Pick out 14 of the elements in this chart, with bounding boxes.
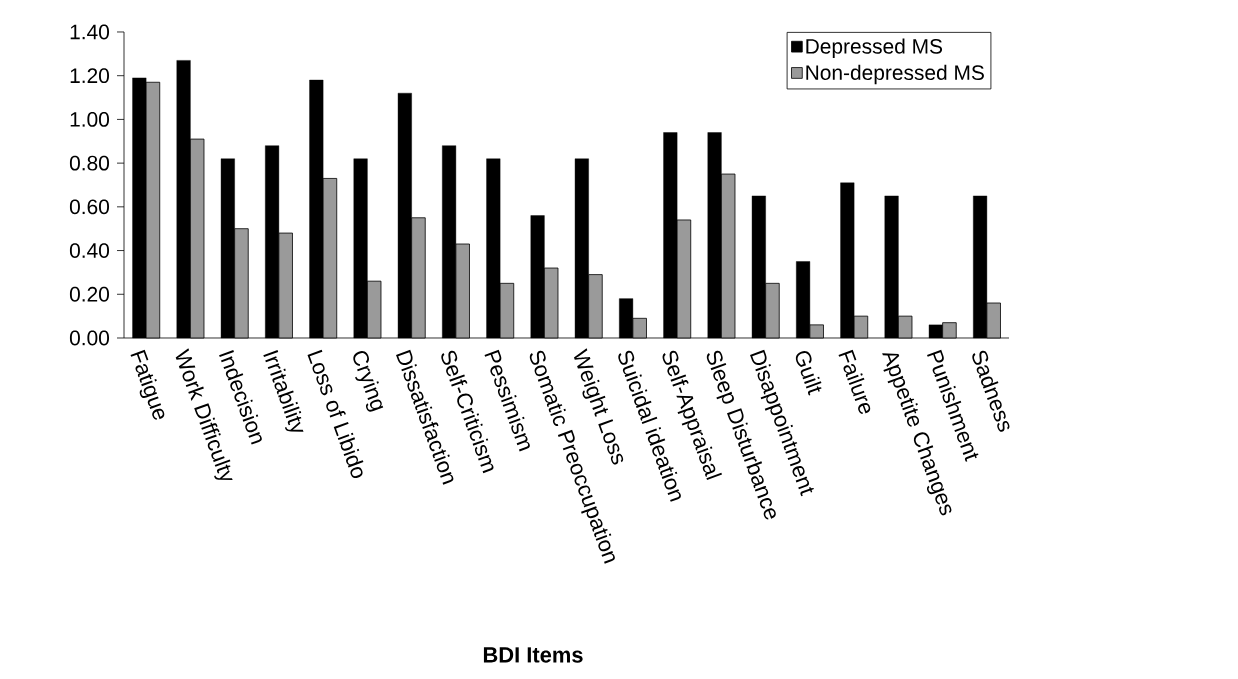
x-tick-label: Failure — [838, 349, 871, 415]
y-tick-label: 0.60 — [69, 199, 110, 215]
y-tick-label: 1.40 — [70, 24, 110, 40]
y-tick-label: 0.40 — [69, 243, 110, 258]
y-tick-label: 0.00 — [69, 330, 110, 346]
y-tick-label: 0.80 — [69, 155, 110, 171]
legend-label: Depressed MS — [806, 38, 943, 58]
legend-label: Non-depressed MS — [806, 64, 984, 85]
x-tick-label: Fatigue — [130, 349, 165, 420]
y-tick-label: 1.20 — [70, 68, 110, 84]
x-tick-label: Crying — [353, 351, 384, 412]
x-axis-title: BDI Items — [483, 647, 583, 663]
y-tick-label: 1.00 — [70, 112, 110, 127]
y-tick-label: 0.20 — [69, 286, 110, 302]
